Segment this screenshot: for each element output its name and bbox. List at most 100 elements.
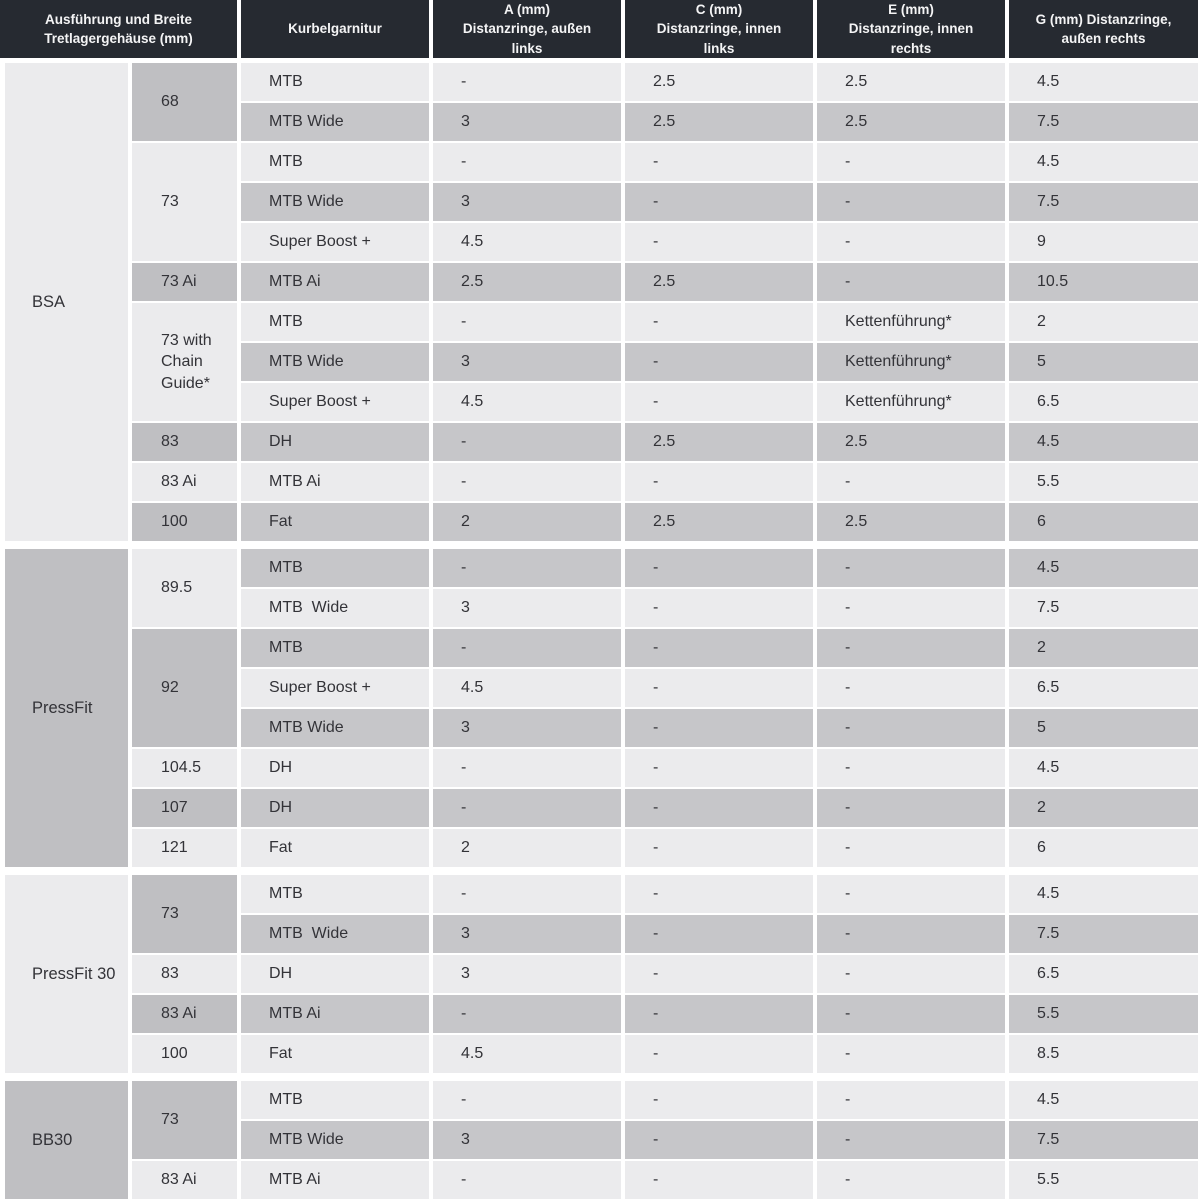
table-row: DH - - -4.5 [241, 749, 1198, 787]
cell-a-spacer-outer-left: - [433, 63, 621, 101]
table-row: MTB - - -4.5 [241, 875, 1198, 913]
cell-crankset: Fat [241, 503, 429, 541]
cell-crankset: MTB Wide [241, 709, 429, 747]
cell-g-spacer-outer-right: 7.5 [1009, 183, 1198, 221]
cell-g-spacer-outer-right: 4.5 [1009, 1081, 1198, 1119]
width-label: 107 [132, 789, 237, 827]
cell-g-spacer-outer-right: 6.5 [1009, 383, 1198, 421]
cell-g-spacer-outer-right: 8.5 [1009, 1035, 1198, 1073]
width-label: 83 Ai [132, 1161, 237, 1199]
cell-c-spacer-inner-left: 2.5 [625, 503, 813, 541]
cell-g-spacer-outer-right: 4.5 [1009, 875, 1198, 913]
width-label: 104.5 [132, 749, 237, 787]
table-row: MTB Ai 2.5 2.5-10.5 [241, 263, 1198, 301]
width-label: 73 [132, 1081, 237, 1159]
width-label: 83 Ai [132, 463, 237, 501]
cell-a-spacer-outer-left: 3 [433, 183, 621, 221]
rows: Fat 2 2.5 2.5 6 [241, 503, 1198, 541]
cell-a-spacer-outer-left: 4.5 [433, 223, 621, 261]
cell-e-spacer-inner-right: - [817, 995, 1005, 1033]
cell-c-spacer-inner-left: - [625, 915, 813, 953]
cell-e-spacer-inner-right: - [817, 1081, 1005, 1119]
width-label: 73 Ai [132, 263, 237, 301]
cell-crankset: DH [241, 749, 429, 787]
group-label-pressfit: PressFit [5, 549, 128, 867]
cell-a-spacer-outer-left: - [433, 549, 621, 587]
cell-crankset: MTB Wide [241, 183, 429, 221]
cell-crankset: MTB [241, 1081, 429, 1119]
cell-g-spacer-outer-right: 7.5 [1009, 1121, 1198, 1159]
table-row: MTB Ai - - -5.5 [241, 463, 1198, 501]
width-label: 100 [132, 1035, 237, 1073]
cell-e-spacer-inner-right: - [817, 789, 1005, 827]
width-groups: 68 MTB -2.5 2.5 4.5 MTB Wide 3 2.5 2.5 7.5 73 MTB - -… [132, 63, 1198, 541]
col-header-e-distanzringe: E (mm) Distanzringe, innen rechts [817, 0, 1005, 58]
width-group-104-5: 104.5 DH - - -4.5 [132, 749, 1198, 787]
cell-crankset: MTB Wide [241, 589, 429, 627]
cell-crankset: DH [241, 789, 429, 827]
width-group-100: 100 Fat 2 2.5 2.5 6 [132, 503, 1198, 541]
cell-c-spacer-inner-left: - [625, 223, 813, 261]
cell-crankset: Super Boost + [241, 669, 429, 707]
cell-e-spacer-inner-right: 2.5 [817, 423, 1005, 461]
width-group-83-ai: 83 Ai MTB Ai - - -5.5 [132, 995, 1198, 1033]
width-group-73-with-chain-guide: 73 with Chain Guide* MTB - - Kettenführung* 2… [132, 303, 1198, 421]
cell-e-spacer-inner-right: Kettenführung* [817, 303, 1005, 341]
cell-e-spacer-inner-right: - [817, 1161, 1005, 1199]
cell-crankset: MTB Wide [241, 343, 429, 381]
cell-c-spacer-inner-left: - [625, 709, 813, 747]
cell-e-spacer-inner-right: - [817, 875, 1005, 913]
section-pressfit-30: PressFit 30 73 MTB - - -4.5 MTB Wide 3- -7.5 83 DH… [5, 875, 1198, 1073]
section-bb30: BB30 73 MTB - - -4.5 MTB Wide 3- -7.5 83 Ai MTB Ai… [5, 1081, 1198, 1199]
cell-e-spacer-inner-right: - [817, 183, 1005, 221]
cell-e-spacer-inner-right: - [817, 1121, 1005, 1159]
cell-crankset: MTB Wide [241, 103, 429, 141]
cell-a-spacer-outer-left: 3 [433, 709, 621, 747]
col-header-g-distanzringe: G (mm) Distanzringe, außen rechts [1009, 0, 1198, 58]
cell-crankset: MTB [241, 629, 429, 667]
cell-a-spacer-outer-left: 2 [433, 503, 621, 541]
table-row: Fat 4.5- -8.5 [241, 1035, 1198, 1073]
cell-g-spacer-outer-right: 6.5 [1009, 955, 1198, 993]
table-row: MTB Wide 3- -7.5 [241, 589, 1198, 627]
cell-e-spacer-inner-right: 2.5 [817, 63, 1005, 101]
cell-c-spacer-inner-left: - [625, 303, 813, 341]
cell-a-spacer-outer-left: - [433, 423, 621, 461]
width-label: 73 with Chain Guide* [132, 303, 237, 421]
cell-a-spacer-outer-left: 3 [433, 589, 621, 627]
rows: MTB Ai - - -5.5 [241, 995, 1198, 1033]
rows: Fat 4.5- -8.5 [241, 1035, 1198, 1073]
table-row: DH -2.5 2.5 4.5 [241, 423, 1198, 461]
cell-c-spacer-inner-left: 2.5 [625, 263, 813, 301]
table-row: Super Boost +4.5- -9 [241, 223, 1198, 261]
width-label: 100 [132, 503, 237, 541]
rows: MTB -2.5 2.5 4.5 MTB Wide 3 2.5 2.5 7.5 [241, 63, 1198, 141]
cell-c-spacer-inner-left: - [625, 1121, 813, 1159]
cell-c-spacer-inner-left: 2.5 [625, 63, 813, 101]
width-group-73: 73 MTB - - -4.5 MTB Wide 3- -7.5 Super Boost +4.… [132, 143, 1198, 261]
rows: MTB - - -4.5 MTB Wide 3- -7.5 [241, 549, 1198, 627]
width-group-68: 68 MTB -2.5 2.5 4.5 MTB Wide 3 2.5 2.5 7.5 [132, 63, 1198, 141]
group-label-pressfit-30: PressFit 30 [5, 875, 128, 1073]
width-group-73: 73 MTB - - -4.5 MTB Wide 3- -7.5 [132, 1081, 1198, 1159]
width-group-83: 83 DH -2.5 2.5 4.5 [132, 423, 1198, 461]
width-group-121: 121 Fat 2- -6 [132, 829, 1198, 867]
cell-crankset: DH [241, 955, 429, 993]
width-groups: 89.5 MTB - - -4.5 MTB Wide 3- -7.5 92 MTB - - -2 Supe… [132, 549, 1198, 867]
cell-g-spacer-outer-right: 4.5 [1009, 423, 1198, 461]
table-row: MTB Wide 3 2.5 2.5 7.5 [241, 103, 1198, 141]
group-label-bsa: BSA [5, 63, 128, 541]
cell-crankset: DH [241, 423, 429, 461]
cell-crankset: Fat [241, 829, 429, 867]
table-row: Super Boost +4.5- Kettenführung* 6.5 [241, 383, 1198, 421]
width-group-107: 107 DH - - -2 [132, 789, 1198, 827]
cell-g-spacer-outer-right: 4.5 [1009, 749, 1198, 787]
cell-g-spacer-outer-right: 6 [1009, 829, 1198, 867]
rows: MTB - - -4.5 MTB Wide 3- -7.5 [241, 875, 1198, 953]
cell-crankset: MTB [241, 875, 429, 913]
width-group-73: 73 MTB - - -4.5 MTB Wide 3- -7.5 [132, 875, 1198, 953]
cell-e-spacer-inner-right: - [817, 669, 1005, 707]
width-groups: 73 MTB - - -4.5 MTB Wide 3- -7.5 83 Ai MTB Ai - - -5… [132, 1081, 1198, 1199]
cell-e-spacer-inner-right: - [817, 223, 1005, 261]
